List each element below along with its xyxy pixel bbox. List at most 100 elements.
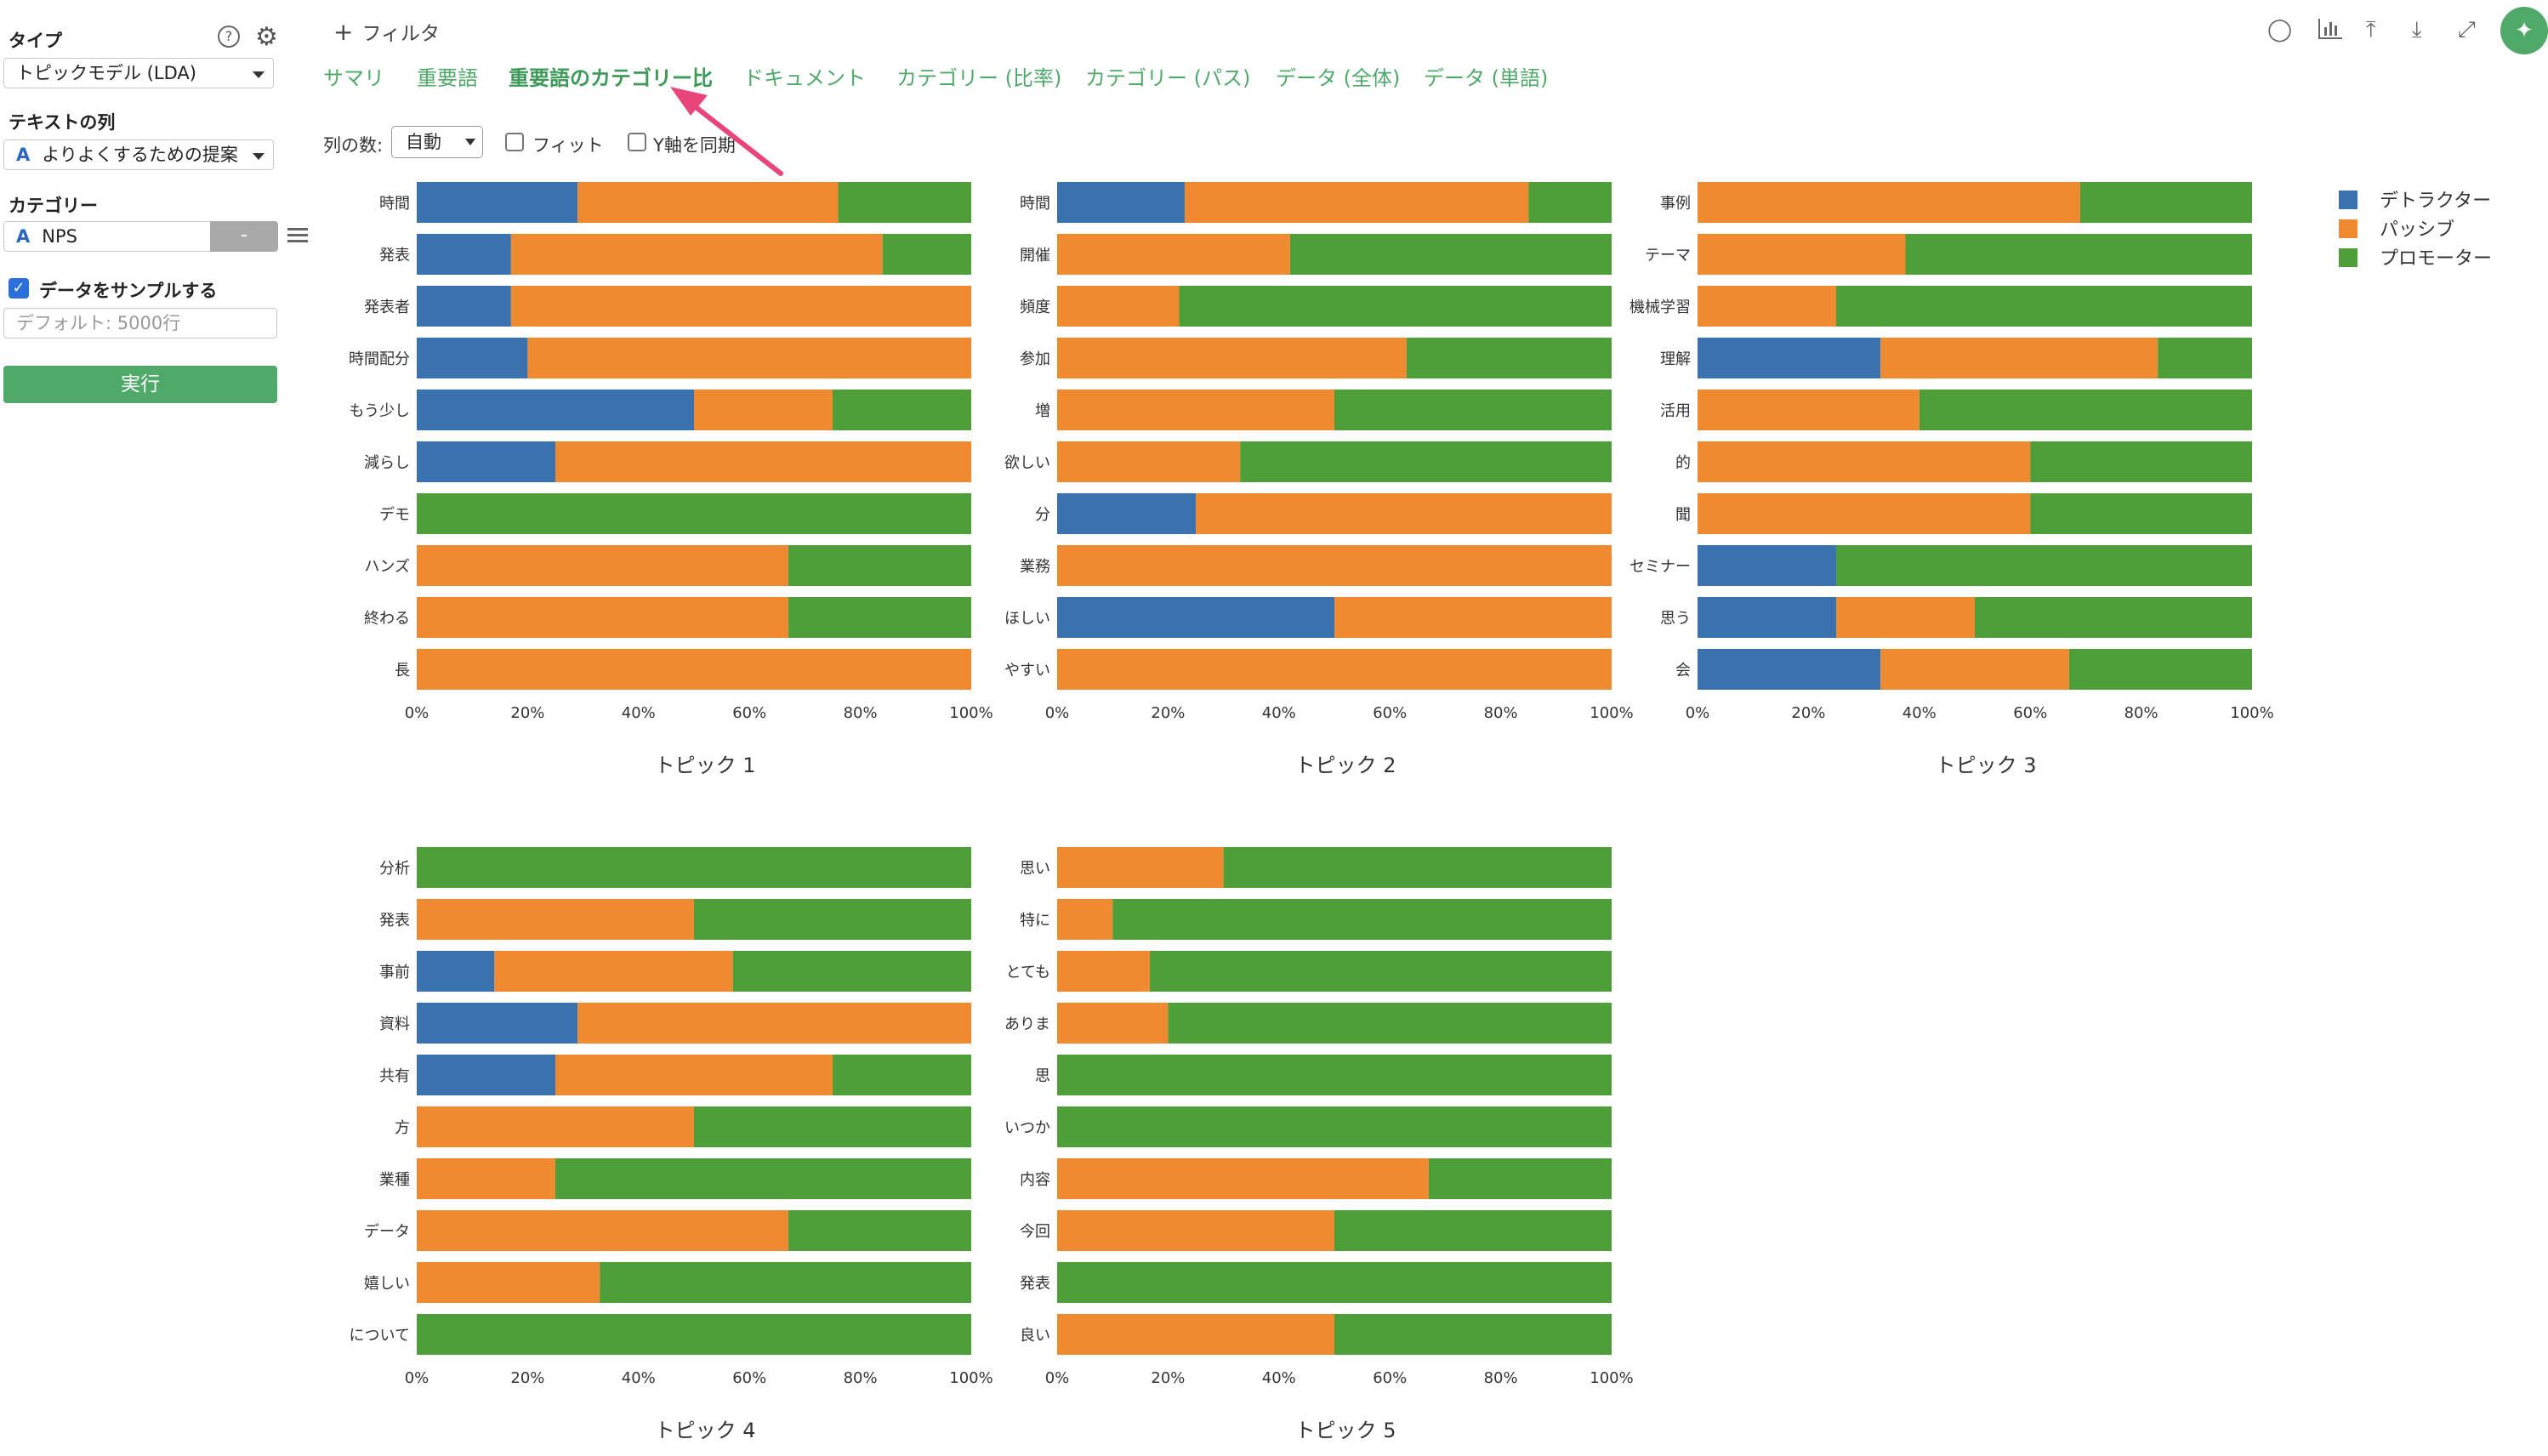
tab-keyword-category-ratio[interactable]: 重要語のカテゴリー比	[509, 66, 713, 90]
help-icon[interactable]: ?	[218, 26, 240, 48]
bar-segment	[577, 1003, 971, 1044]
x-tick-label: 80%	[844, 1369, 878, 1387]
x-tick-label: 20%	[1791, 704, 1825, 722]
category-label: 発表者	[364, 299, 410, 316]
bar-segment	[1196, 493, 1612, 534]
category-label: 方	[395, 1119, 410, 1137]
x-tick-label: 60%	[1373, 704, 1407, 722]
category-label: 発表	[379, 247, 410, 264]
bar-segment	[788, 1210, 971, 1251]
bar-segment	[1880, 649, 2069, 690]
legend-label-detractor: デトラクター	[2380, 191, 2491, 212]
chart-icon[interactable]	[2318, 19, 2342, 39]
bar-segment	[1057, 234, 1290, 275]
category-label: 良い	[1020, 1327, 1050, 1345]
sample-size-placeholder: デフォルト: 5000行	[16, 313, 181, 333]
text-column-select[interactable]: A よりよくするための提案	[3, 139, 274, 170]
chart-title: トピック 2	[1295, 754, 1396, 777]
tab-documents[interactable]: ドキュメント	[743, 66, 866, 90]
bar-segment	[417, 847, 971, 888]
bar-segment	[1289, 234, 1612, 275]
bar-segment	[2158, 338, 2252, 378]
pin-icon[interactable]: ✦	[2500, 7, 2548, 54]
filter-label: フィルタ	[361, 23, 441, 45]
x-tick-label: 60%	[1373, 1369, 1407, 1387]
category-label: 会	[1675, 662, 1691, 680]
category-label: 終わる	[364, 610, 410, 628]
bar-segment	[1334, 1314, 1612, 1355]
category-label: 増	[1035, 402, 1050, 420]
x-tick-label: 60%	[732, 704, 766, 722]
bar-segment	[417, 1003, 578, 1044]
bar-segment	[1112, 899, 1612, 940]
expand-icon[interactable]: ⤢	[2458, 17, 2476, 43]
bar-segment	[417, 1158, 555, 1199]
bar-segment	[555, 1055, 833, 1095]
x-tick-label: 20%	[510, 704, 544, 722]
x-tick-label: 100%	[1590, 1369, 1633, 1387]
sync-y-checkbox[interactable]	[628, 133, 646, 151]
bar-segment	[417, 338, 528, 378]
settings-sidebar: タイプ ? ⚙ トピックモデル (LDA) テキストの列 A よりよくするための提…	[0, 0, 308, 1456]
x-tick-label: 100%	[949, 704, 992, 722]
bar-segment	[417, 441, 555, 482]
sync-y-label: Y軸を同期	[653, 135, 736, 156]
upload-icon[interactable]: ⤒	[2366, 17, 2376, 43]
category-label: 時間	[1020, 195, 1050, 213]
columns-select[interactable]: 自動	[391, 126, 483, 158]
bar-segment	[1975, 597, 2252, 638]
bar-segment	[838, 182, 971, 223]
bar-segment	[555, 1158, 971, 1199]
bar-segment	[1057, 597, 1334, 638]
legend-swatch-passive	[2339, 219, 2357, 238]
tab-data-words[interactable]: データ (単語)	[1424, 66, 1549, 90]
fit-checkbox[interactable]	[505, 133, 524, 151]
bar-segment	[600, 1262, 971, 1303]
x-tick-label: 0%	[1045, 704, 1070, 722]
category-label: 思い	[1020, 860, 1050, 878]
category-remove-button[interactable]: -	[210, 221, 278, 252]
category-label: デモ	[379, 506, 410, 524]
columns-value: 自動	[406, 132, 441, 152]
menu-icon[interactable]	[287, 225, 308, 246]
tab-data-all[interactable]: データ (全体)	[1276, 66, 1401, 90]
type-select[interactable]: トピックモデル (LDA)	[3, 58, 274, 88]
bar-segment	[1334, 597, 1612, 638]
tab-summary[interactable]: サマリ	[323, 66, 384, 90]
download-icon[interactable]: ⤓	[2412, 17, 2422, 43]
filter-button[interactable]: + フィルタ	[333, 17, 440, 46]
x-tick-label: 0%	[405, 1369, 429, 1387]
category-label: 開催	[1020, 247, 1050, 264]
bar-segment	[694, 899, 971, 940]
bar-segment	[417, 649, 971, 690]
bar-segment	[1179, 286, 1612, 327]
bar-segment	[1057, 649, 1612, 690]
tab-category-path[interactable]: カテゴリー (パス)	[1085, 66, 1251, 90]
bar-segment	[2030, 441, 2252, 482]
legend-label-promoter: プロモーター	[2380, 248, 2492, 270]
bar-segment	[1057, 1055, 1612, 1095]
category-label: について	[350, 1327, 410, 1345]
bar-segment	[1698, 493, 2031, 534]
bar-segment	[1057, 390, 1334, 430]
chevron-down-icon	[253, 153, 264, 160]
gear-icon[interactable]: ⚙	[255, 22, 278, 52]
bar-segment	[1057, 899, 1113, 940]
category-select[interactable]: A NPS	[3, 221, 211, 252]
sample-size-input[interactable]: デフォルト: 5000行	[3, 308, 277, 338]
comment-icon[interactable]: ◯	[2267, 17, 2293, 43]
tab-keywords[interactable]: 重要語	[417, 66, 478, 90]
x-tick-label: 80%	[1484, 704, 1518, 722]
bar-segment	[577, 182, 839, 223]
category-label: セミナー	[1629, 558, 1691, 576]
tab-category-ratio[interactable]: カテゴリー (比率)	[896, 66, 1062, 90]
category-label: 欲しい	[1004, 454, 1050, 472]
bar-segment	[417, 286, 511, 327]
run-button[interactable]: 実行	[3, 366, 277, 403]
bar-segment	[1240, 441, 1612, 482]
bar-segment	[1057, 1210, 1334, 1251]
sample-checkbox[interactable]: ✓	[9, 278, 29, 299]
x-tick-label: 100%	[1590, 704, 1633, 722]
